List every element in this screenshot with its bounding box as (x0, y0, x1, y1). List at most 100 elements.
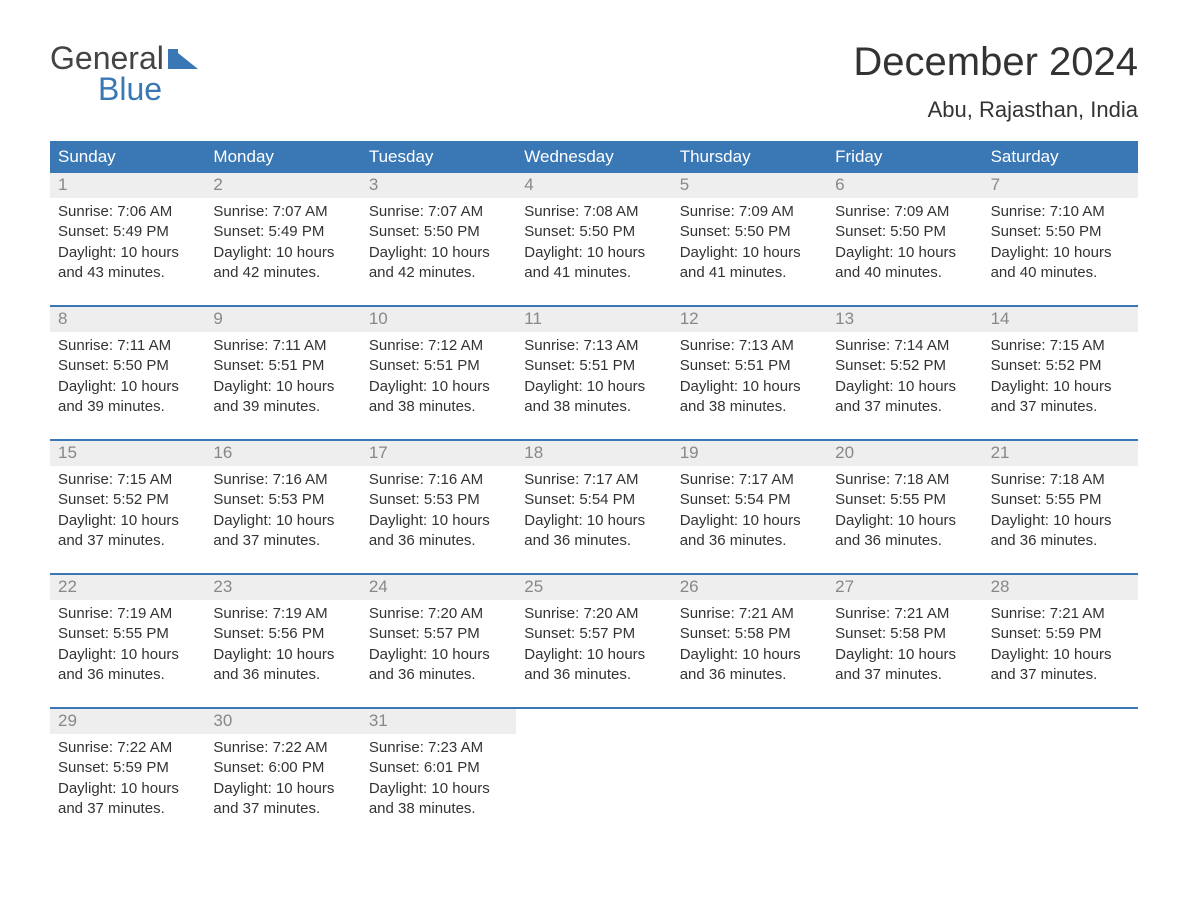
day-number: 17 (361, 441, 516, 466)
sunrise-text: Sunrise: 7:09 AM (835, 202, 974, 222)
day-number: 5 (672, 173, 827, 198)
calendar-cell: 9Sunrise: 7:11 AMSunset: 5:51 PMDaylight… (205, 307, 360, 427)
cell-content: Sunrise: 7:22 AMSunset: 6:00 PMDaylight:… (205, 734, 360, 829)
cell-content: Sunrise: 7:17 AMSunset: 5:54 PMDaylight:… (516, 466, 671, 561)
calendar-cell: 15Sunrise: 7:15 AMSunset: 5:52 PMDayligh… (50, 441, 205, 561)
sunrise-text: Sunrise: 7:07 AM (213, 202, 352, 222)
calendar-cell: 13 Sunrise: 7:14 AMSunset: 5:52 PMDayligh… (827, 307, 982, 427)
location: Abu, Rajasthan, India (853, 97, 1138, 123)
cell-content: Sunrise: 7:18 AMSunset: 5:55 PMDaylight:… (983, 466, 1138, 561)
day-number: 21 (983, 441, 1138, 466)
calendar-cell: 19Sunrise: 7:17 AMSunset: 5:54 PMDayligh… (672, 441, 827, 561)
daylight-text: Daylight: 10 hours and 38 minutes. (680, 377, 819, 418)
day-header-row: SundayMondayTuesdayWednesdayThursdayFrid… (50, 141, 1138, 173)
week-row: 22Sunrise: 7:19 AMSunset: 5:55 PMDayligh… (50, 573, 1138, 695)
day-header: Friday (827, 141, 982, 173)
calendar-cell (827, 709, 982, 829)
sunrise-text: Sunrise: 7:19 AM (58, 604, 197, 624)
daylight-text: Daylight: 10 hours and 36 minutes. (680, 511, 819, 552)
sunrise-text: Sunrise: 7:14 AM (835, 336, 974, 356)
sunset-text: Sunset: 5:50 PM (524, 222, 663, 242)
daylight-text: Daylight: 10 hours and 36 minutes. (680, 645, 819, 686)
calendar-cell: 25Sunrise: 7:20 AMSunset: 5:57 PMDayligh… (516, 575, 671, 695)
daylight-text: Daylight: 10 hours and 36 minutes. (369, 511, 508, 552)
sunrise-text: Sunrise: 7:13 AM (680, 336, 819, 356)
sunrise-text: Sunrise: 7:18 AM (835, 470, 974, 490)
sunrise-text: Sunrise: 7:17 AM (680, 470, 819, 490)
daylight-text: Daylight: 10 hours and 39 minutes. (58, 377, 197, 418)
calendar-cell: 20Sunrise: 7:18 AMSunset: 5:55 PMDayligh… (827, 441, 982, 561)
sunrise-text: Sunrise: 7:22 AM (213, 738, 352, 758)
calendar-cell: 2Sunrise: 7:07 AMSunset: 5:49 PMDaylight… (205, 173, 360, 293)
daylight-text: Daylight: 10 hours and 37 minutes. (58, 511, 197, 552)
day-number: 7 (983, 173, 1138, 198)
calendar-cell: 1Sunrise: 7:06 AMSunset: 5:49 PMDaylight… (50, 173, 205, 293)
sunset-text: Sunset: 5:54 PM (524, 490, 663, 510)
day-number: 11 (516, 307, 671, 332)
sunset-text: Sunset: 5:59 PM (58, 758, 197, 778)
daylight-text: Daylight: 10 hours and 36 minutes. (213, 645, 352, 686)
sunset-text: Sunset: 5:51 PM (524, 356, 663, 376)
daylight-text: Daylight: 10 hours and 37 minutes. (835, 377, 974, 418)
day-header: Sunday (50, 141, 205, 173)
sunrise-text: Sunrise: 7:11 AM (58, 336, 197, 356)
sunrise-text: Sunrise: 7:08 AM (524, 202, 663, 222)
sunset-text: Sunset: 5:51 PM (680, 356, 819, 376)
day-number: 25 (516, 575, 671, 600)
day-number: 12 (672, 307, 827, 332)
cell-content: Sunrise: 7:21 AMSunset: 5:59 PMDaylight:… (983, 600, 1138, 695)
sunset-text: Sunset: 5:52 PM (835, 356, 974, 376)
day-header: Monday (205, 141, 360, 173)
daylight-text: Daylight: 10 hours and 36 minutes. (524, 511, 663, 552)
cell-content: Sunrise: 7:18 AMSunset: 5:55 PMDaylight:… (827, 466, 982, 561)
daylight-text: Daylight: 10 hours and 36 minutes. (835, 511, 974, 552)
sunrise-text: Sunrise: 7:19 AM (213, 604, 352, 624)
sunrise-text: Sunrise: 7:20 AM (369, 604, 508, 624)
sunset-text: Sunset: 5:52 PM (991, 356, 1130, 376)
sunset-text: Sunset: 5:52 PM (58, 490, 197, 510)
sunrise-text: Sunrise: 7:17 AM (524, 470, 663, 490)
week-row: 15Sunrise: 7:15 AMSunset: 5:52 PMDayligh… (50, 439, 1138, 561)
cell-content: Sunrise: 7:19 AMSunset: 5:56 PMDaylight:… (205, 600, 360, 695)
cell-content: Sunrise: 7:13 AMSunset: 5:51 PMDaylight:… (516, 332, 671, 427)
sunset-text: Sunset: 5:49 PM (58, 222, 197, 242)
calendar-cell: 28Sunrise: 7:21 AMSunset: 5:59 PMDayligh… (983, 575, 1138, 695)
sunrise-text: Sunrise: 7:06 AM (58, 202, 197, 222)
day-number: 13 (827, 307, 982, 332)
cell-content: Sunrise: 7:20 AMSunset: 5:57 PMDaylight:… (361, 600, 516, 695)
sunset-text: Sunset: 5:50 PM (680, 222, 819, 242)
day-number: 20 (827, 441, 982, 466)
calendar: SundayMondayTuesdayWednesdayThursdayFrid… (50, 141, 1138, 829)
cell-content: Sunrise: 7:09 AMSunset: 5:50 PMDaylight:… (827, 198, 982, 293)
week-row: 8Sunrise: 7:11 AMSunset: 5:50 PMDaylight… (50, 305, 1138, 427)
sunrise-text: Sunrise: 7:16 AM (369, 470, 508, 490)
cell-content: Sunrise: 7:10 AMSunset: 5:50 PMDaylight:… (983, 198, 1138, 293)
day-number: 30 (205, 709, 360, 734)
sunrise-text: Sunrise: 7:13 AM (524, 336, 663, 356)
day-header: Saturday (983, 141, 1138, 173)
day-number: 8 (50, 307, 205, 332)
sunrise-text: Sunrise: 7:07 AM (369, 202, 508, 222)
daylight-text: Daylight: 10 hours and 36 minutes. (58, 645, 197, 686)
calendar-cell (516, 709, 671, 829)
daylight-text: Daylight: 10 hours and 43 minutes. (58, 243, 197, 284)
cell-content: Sunrise: 7:19 AMSunset: 5:55 PMDaylight:… (50, 600, 205, 695)
sunset-text: Sunset: 5:59 PM (991, 624, 1130, 644)
daylight-text: Daylight: 10 hours and 40 minutes. (991, 243, 1130, 284)
day-number: 14 (983, 307, 1138, 332)
sunset-text: Sunset: 5:50 PM (835, 222, 974, 242)
daylight-text: Daylight: 10 hours and 37 minutes. (835, 645, 974, 686)
sunset-text: Sunset: 5:55 PM (58, 624, 197, 644)
daylight-text: Daylight: 10 hours and 37 minutes. (213, 779, 352, 820)
month-title: December 2024 (853, 40, 1138, 85)
logo-flag-icon (168, 47, 198, 69)
daylight-text: Daylight: 10 hours and 37 minutes. (991, 377, 1130, 418)
day-number: 19 (672, 441, 827, 466)
sunrise-text: Sunrise: 7:21 AM (835, 604, 974, 624)
cell-content: Sunrise: 7:16 AMSunset: 5:53 PMDaylight:… (361, 466, 516, 561)
day-header: Wednesday (516, 141, 671, 173)
cell-content: Sunrise: 7:13 AMSunset: 5:51 PMDaylight:… (672, 332, 827, 427)
daylight-text: Daylight: 10 hours and 36 minutes. (524, 645, 663, 686)
sunrise-text: Sunrise: 7:21 AM (680, 604, 819, 624)
sunset-text: Sunset: 5:51 PM (213, 356, 352, 376)
